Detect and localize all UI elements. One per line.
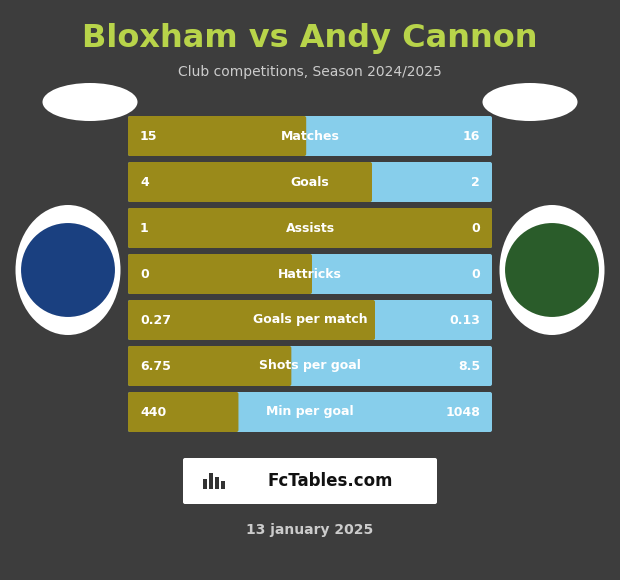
Text: Matches: Matches bbox=[281, 129, 339, 143]
Text: Min per goal: Min per goal bbox=[266, 405, 354, 419]
Text: 6.75: 6.75 bbox=[140, 360, 171, 372]
Text: Club competitions, Season 2024/2025: Club competitions, Season 2024/2025 bbox=[178, 65, 442, 79]
Text: 15: 15 bbox=[140, 129, 157, 143]
Text: 0: 0 bbox=[140, 267, 149, 281]
Text: Assists: Assists bbox=[285, 222, 335, 234]
FancyBboxPatch shape bbox=[128, 346, 492, 386]
FancyBboxPatch shape bbox=[128, 392, 492, 432]
Text: 0: 0 bbox=[471, 267, 480, 281]
Text: Goals per match: Goals per match bbox=[253, 314, 367, 327]
Text: 0: 0 bbox=[471, 222, 480, 234]
FancyBboxPatch shape bbox=[128, 392, 239, 432]
FancyBboxPatch shape bbox=[128, 300, 492, 340]
Text: Goals: Goals bbox=[291, 176, 329, 189]
Text: 13 january 2025: 13 january 2025 bbox=[246, 523, 374, 537]
Circle shape bbox=[20, 222, 116, 318]
Text: 8.5: 8.5 bbox=[458, 360, 480, 372]
FancyBboxPatch shape bbox=[183, 458, 437, 504]
Text: 0.13: 0.13 bbox=[449, 314, 480, 327]
FancyBboxPatch shape bbox=[128, 208, 492, 248]
Circle shape bbox=[504, 222, 600, 318]
FancyBboxPatch shape bbox=[128, 346, 291, 386]
Text: 440: 440 bbox=[140, 405, 166, 419]
FancyBboxPatch shape bbox=[128, 116, 492, 156]
FancyBboxPatch shape bbox=[128, 162, 372, 202]
Text: 0.27: 0.27 bbox=[140, 314, 171, 327]
Text: FcTables.com: FcTables.com bbox=[267, 472, 392, 490]
Text: Hattricks: Hattricks bbox=[278, 267, 342, 281]
Text: 4: 4 bbox=[140, 176, 149, 189]
Ellipse shape bbox=[482, 83, 577, 121]
Text: 16: 16 bbox=[463, 129, 480, 143]
Text: 1048: 1048 bbox=[445, 405, 480, 419]
FancyBboxPatch shape bbox=[128, 116, 306, 156]
Text: Shots per goal: Shots per goal bbox=[259, 360, 361, 372]
Ellipse shape bbox=[43, 83, 138, 121]
Bar bbox=[203, 479, 207, 489]
Text: 1: 1 bbox=[140, 222, 149, 234]
Text: 2: 2 bbox=[471, 176, 480, 189]
Text: Bloxham vs Andy Cannon: Bloxham vs Andy Cannon bbox=[82, 23, 538, 53]
FancyBboxPatch shape bbox=[128, 300, 375, 340]
Bar bbox=[221, 481, 225, 489]
Ellipse shape bbox=[500, 205, 604, 335]
Bar bbox=[215, 477, 219, 489]
FancyBboxPatch shape bbox=[128, 254, 312, 294]
FancyBboxPatch shape bbox=[128, 162, 492, 202]
FancyBboxPatch shape bbox=[128, 254, 492, 294]
Ellipse shape bbox=[16, 205, 120, 335]
FancyBboxPatch shape bbox=[128, 208, 492, 248]
Bar bbox=[209, 473, 213, 489]
